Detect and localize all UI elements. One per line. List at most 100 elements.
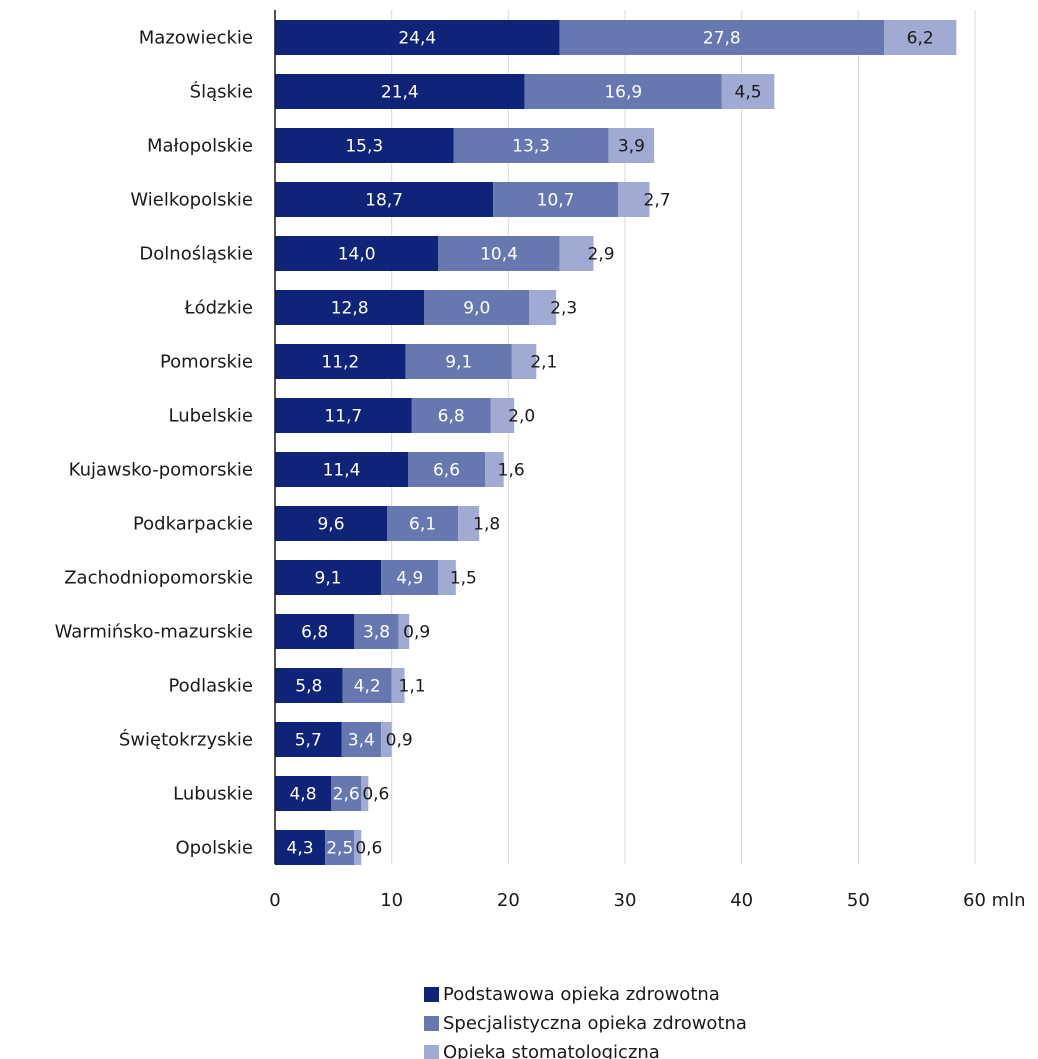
data-label: 2,1 xyxy=(530,353,557,373)
bar-segment xyxy=(493,182,618,217)
bar-segment xyxy=(275,506,387,541)
bar-segment xyxy=(275,20,560,55)
bar-segment xyxy=(275,830,326,865)
bar-segment xyxy=(387,506,459,541)
data-label: 2,6 xyxy=(333,785,360,805)
bar-segment xyxy=(524,74,722,109)
legend-swatch xyxy=(424,987,439,1002)
bar-segment xyxy=(275,128,454,163)
bar-segment xyxy=(411,398,491,433)
data-label: 2,5 xyxy=(326,839,353,859)
data-label: 10,7 xyxy=(537,191,575,211)
bar-segment xyxy=(275,560,382,595)
bar-segment xyxy=(398,614,410,649)
bar-segment xyxy=(485,452,504,487)
data-label: 16,9 xyxy=(604,83,642,103)
data-label: 2,0 xyxy=(508,407,535,427)
bar-segment xyxy=(361,776,369,811)
legend-label: Podstawowa opieka zdrowotna xyxy=(443,984,720,1005)
category-label: Podlaskie xyxy=(168,676,253,697)
data-label: 2,7 xyxy=(644,191,671,211)
category-label: Warmińsko-mazurskie xyxy=(55,622,253,643)
data-label: 9,0 xyxy=(463,299,490,319)
bar-segment xyxy=(341,722,382,757)
data-label: 18,7 xyxy=(365,191,403,211)
data-label: 3,9 xyxy=(618,137,645,157)
data-label: 4,9 xyxy=(396,569,423,589)
data-label: 1,1 xyxy=(399,677,426,697)
data-label: 11,4 xyxy=(323,461,361,481)
x-tick-label: 0 xyxy=(269,890,280,911)
category-label: Pomorskie xyxy=(160,352,253,373)
category-label: Kujawsko-pomorskie xyxy=(69,460,253,481)
bar-segment xyxy=(884,20,957,55)
bar-segment xyxy=(342,668,392,703)
bar-segment xyxy=(275,74,525,109)
category-label: Śląskie xyxy=(190,81,253,103)
data-label: 2,3 xyxy=(550,299,577,319)
data-label: 11,7 xyxy=(324,407,362,427)
category-label: Mazowieckie xyxy=(139,28,253,49)
category-label: Zachodniopomorskie xyxy=(64,568,253,589)
legend: Podstawowa opieka zdrowotna Specjalistycz… xyxy=(424,984,747,1059)
bar-segment xyxy=(408,452,485,487)
data-label: 4,8 xyxy=(289,785,316,805)
data-label: 2,9 xyxy=(588,245,615,265)
data-label: 1,6 xyxy=(498,461,525,481)
data-label: 5,8 xyxy=(295,677,322,697)
x-axis: 0 10 20 30 40 50 60 mln xyxy=(269,10,1026,911)
category-label: Lubuskie xyxy=(173,784,253,805)
data-label: 0,9 xyxy=(403,623,430,643)
category-label: Dolnośląskie xyxy=(139,244,253,265)
bar-segment xyxy=(275,398,412,433)
bars xyxy=(275,20,957,865)
bar-segment xyxy=(275,182,494,217)
data-label: 12,8 xyxy=(331,299,369,319)
bar-segment xyxy=(405,344,512,379)
data-label: 4,3 xyxy=(287,839,314,859)
data-label: 15,3 xyxy=(345,137,383,157)
data-label: 4,5 xyxy=(735,83,762,103)
data-label: 14,0 xyxy=(338,245,376,265)
category-label: Świętokrzyskie xyxy=(119,729,253,751)
bar-segment xyxy=(511,344,537,379)
bar-segment xyxy=(275,344,406,379)
data-label: 1,5 xyxy=(450,569,477,589)
bar-segment xyxy=(490,398,515,433)
data-label: 3,8 xyxy=(363,623,390,643)
category-label: Opolskie xyxy=(176,838,253,859)
bar-segment xyxy=(391,668,405,703)
x-tick-label: 10 xyxy=(380,890,403,911)
bar-segment xyxy=(275,236,439,271)
x-tick-label: 20 xyxy=(497,890,520,911)
bar-segment xyxy=(618,182,650,217)
bar-segment xyxy=(354,614,399,649)
data-label: 10,4 xyxy=(480,245,518,265)
bar-segment xyxy=(331,776,362,811)
data-label: 24,4 xyxy=(398,29,436,49)
bar-segment xyxy=(275,776,331,811)
category-label: Wielkopolskie xyxy=(130,190,253,211)
bar-segment xyxy=(275,668,343,703)
bar-segment xyxy=(424,290,530,325)
data-label: 5,7 xyxy=(295,731,322,751)
value-labels: 24,4 27,8 6,2 21,4 16,9 4,5 15,3 13,3 3,9 18,7 10,… xyxy=(287,29,934,859)
bar-segment xyxy=(438,560,456,595)
data-label: 6,8 xyxy=(301,623,328,643)
category-label: Lubelskie xyxy=(169,406,254,427)
data-label: 21,4 xyxy=(381,83,419,103)
category-labels: Mazowieckie Śląskie Małopolskie Wielkopolsk… xyxy=(55,28,253,859)
bar-segment xyxy=(438,236,560,271)
x-tick-label: 40 xyxy=(730,890,753,911)
data-label: 0,9 xyxy=(386,731,413,751)
category-label: Łódzkie xyxy=(183,298,253,319)
bar-segment xyxy=(325,830,355,865)
data-label: 6,1 xyxy=(409,515,436,535)
data-label: 0,6 xyxy=(362,785,389,805)
data-label: 9,1 xyxy=(445,353,472,373)
bar-segment xyxy=(381,560,439,595)
category-label: Małopolskie xyxy=(147,136,253,157)
legend-swatch xyxy=(424,1016,439,1031)
legend-swatch xyxy=(424,1045,439,1059)
